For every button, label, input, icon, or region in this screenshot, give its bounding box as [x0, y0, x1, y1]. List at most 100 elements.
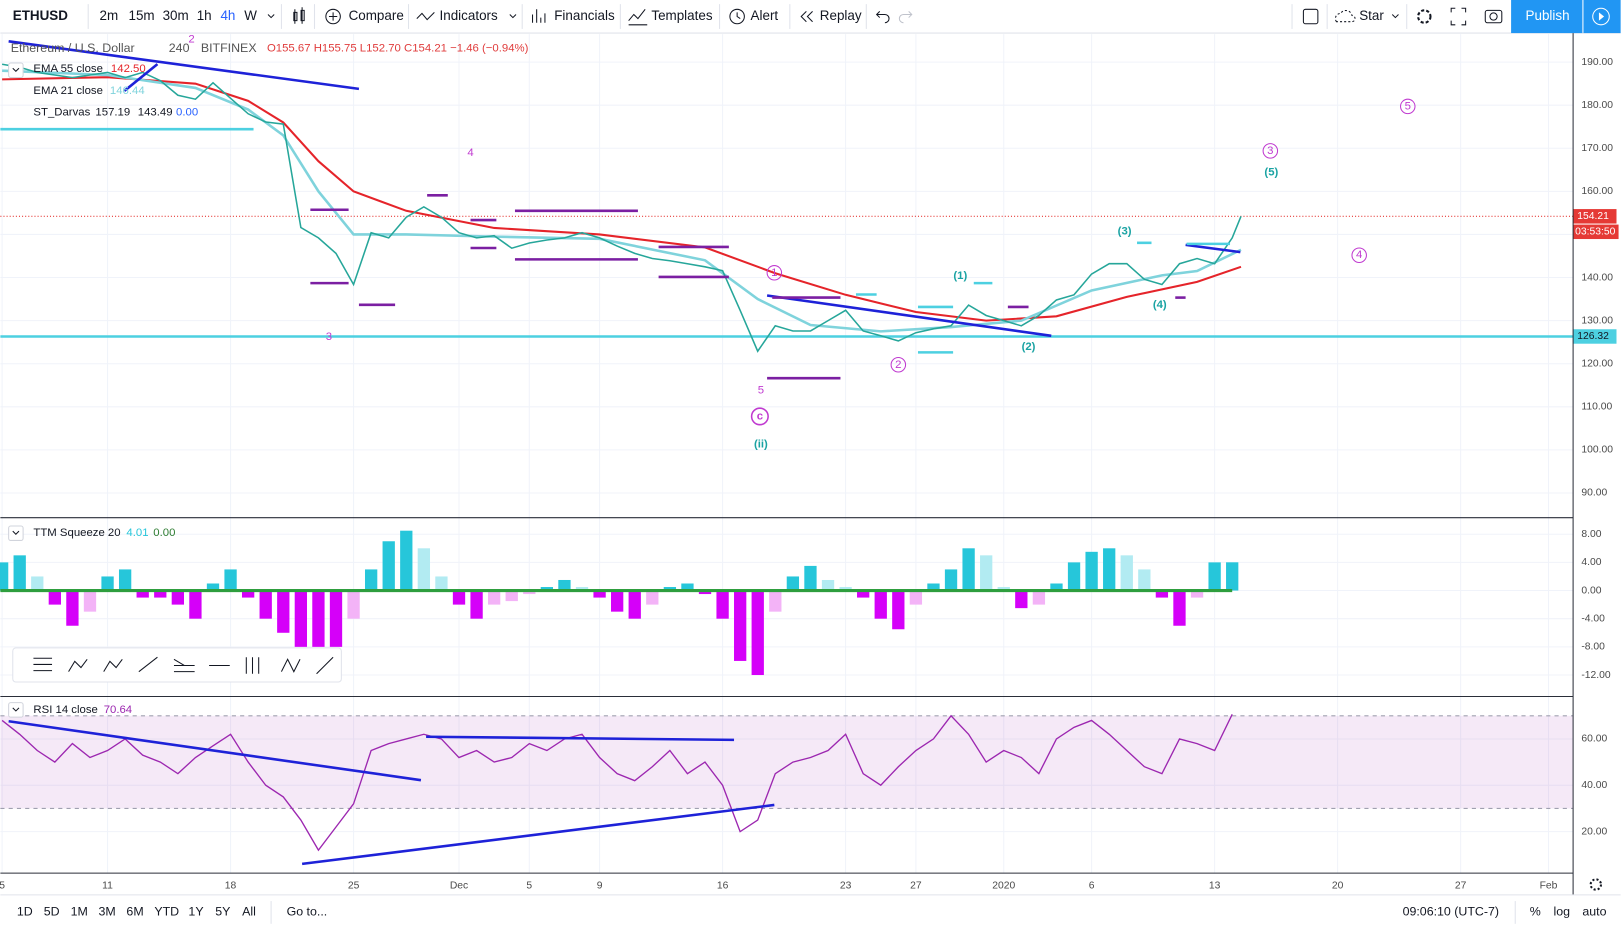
range-button[interactable]: 1M: [71, 905, 88, 919]
chevron[interactable]: [12, 707, 20, 712]
select-icon[interactable]: [1302, 8, 1319, 25]
range-button[interactable]: All: [242, 905, 256, 919]
interval[interactable]: 1h: [197, 8, 212, 23]
squeeze-bar: [31, 576, 44, 591]
trend-line[interactable]: [123, 63, 159, 92]
squeeze-bar: [294, 590, 308, 647]
collapse-button[interactable]: [8, 525, 24, 541]
squeeze-bar: [927, 583, 940, 591]
publish-label[interactable]: Publish: [1526, 8, 1570, 23]
wave-label: c: [757, 410, 763, 422]
range-button[interactable]: 1D: [17, 905, 33, 919]
legend-ohlc: O155.67 H155.75 L152.70 C154.21 −1.46 (−…: [267, 43, 529, 55]
tool-icon[interactable]: [138, 656, 158, 673]
play-icon[interactable]: [1598, 12, 1605, 21]
interval[interactable]: 15m: [129, 8, 155, 23]
squeeze-bar: [1050, 583, 1063, 591]
interval[interactable]: W: [244, 8, 257, 23]
tool-icon[interactable]: [33, 657, 53, 672]
tool-icon[interactable]: [280, 658, 301, 673]
range-button[interactable]: 5Y: [215, 905, 230, 919]
financials-icon[interactable]: [532, 9, 546, 23]
compare-icon[interactable]: [325, 8, 341, 25]
wave-circle: [1351, 247, 1367, 263]
chevron[interactable]: [12, 530, 20, 535]
y-tick-label: -4.00: [1581, 613, 1605, 624]
fullscreen-icon[interactable]: [1450, 7, 1467, 26]
indicators-button[interactable]: Indicators: [440, 8, 498, 23]
squeeze-bar: [1120, 555, 1133, 591]
settings-icon[interactable]: [1417, 9, 1432, 24]
study-name: TTM Squeeze 20: [33, 527, 120, 539]
chevron[interactable]: [509, 14, 517, 19]
chevron[interactable]: [12, 67, 20, 73]
y-tick-label: 100.00: [1581, 445, 1613, 456]
tool-icon[interactable]: [173, 658, 195, 673]
plots: 5111825Dec5916232720206132027Feb90.00100…: [0, 34, 1619, 891]
y-tick-label: 160.00: [1581, 186, 1613, 197]
templates-icon[interactable]: [628, 8, 648, 26]
trend-line[interactable]: [1185, 243, 1241, 254]
percent-toggle[interactable]: %: [1530, 905, 1541, 919]
interval-active[interactable]: 4h: [220, 8, 235, 23]
chart-style-icon[interactable]: [293, 7, 305, 24]
collapse-button[interactable]: [8, 62, 24, 79]
trend-line[interactable]: [766, 294, 1052, 338]
squeeze-bar: [874, 590, 887, 619]
interval[interactable]: 2m: [100, 8, 119, 23]
chevron[interactable]: [1391, 14, 1399, 19]
interval[interactable]: 30m: [163, 8, 189, 23]
alert-button[interactable]: Alert: [751, 8, 779, 23]
replay-icon[interactable]: [800, 11, 813, 23]
goto-button[interactable]: Go to...: [287, 905, 328, 919]
range-button[interactable]: 1Y: [188, 905, 203, 919]
squeeze-bar: [189, 590, 202, 619]
layout-name[interactable]: Star: [1359, 8, 1384, 23]
study-name: EMA 55 close: [33, 63, 102, 75]
y-tick-label: 190.00: [1581, 57, 1613, 68]
squeeze-bar: [171, 590, 184, 605]
alert-icon[interactable]: [729, 8, 745, 25]
squeeze-bar: [523, 590, 536, 595]
symbol[interactable]: ETHUSD: [13, 8, 68, 23]
auto-toggle[interactable]: auto: [1582, 905, 1606, 919]
range-button[interactable]: 3M: [99, 905, 116, 919]
study-value: 142.50: [111, 63, 146, 75]
play-icon[interactable]: [1592, 7, 1610, 26]
indicators-icon[interactable]: [416, 12, 435, 21]
tool-icon[interactable]: [103, 658, 123, 672]
compare-button[interactable]: Compare: [349, 8, 404, 23]
drawing-tools: [33, 656, 334, 675]
squeeze-bar: [980, 555, 993, 591]
range-button[interactable]: YTD: [154, 905, 179, 919]
publish-button[interactable]: [1511, 0, 1583, 34]
replay-button[interactable]: Replay: [820, 8, 862, 23]
undo[interactable]: [875, 11, 890, 24]
financials-button[interactable]: Financials: [554, 8, 615, 23]
snapshot-icon[interactable]: [1484, 9, 1503, 24]
squeeze-bar: [136, 590, 149, 598]
range-button[interactable]: 5D: [44, 905, 60, 919]
templates-button[interactable]: Templates: [651, 8, 712, 23]
x-tick-label: 18: [225, 880, 237, 891]
redo[interactable]: [898, 11, 913, 24]
rsi-trend-line[interactable]: [426, 735, 735, 742]
range-button[interactable]: 6M: [126, 905, 143, 919]
chevron[interactable]: [267, 14, 275, 19]
collapse-button[interactable]: [8, 702, 24, 718]
rsi-trend-line[interactable]: [301, 803, 775, 866]
tool-icon[interactable]: [245, 657, 260, 674]
alert-icon[interactable]: [736, 12, 741, 20]
rsi-trend-line[interactable]: [8, 719, 422, 782]
log-toggle[interactable]: log: [1553, 905, 1570, 919]
axis-settings[interactable]: [1589, 878, 1603, 891]
squeeze-bar: [1015, 590, 1028, 609]
squeeze-bar: [400, 530, 413, 591]
tool-icon[interactable]: [68, 658, 88, 672]
tool-icon[interactable]: [316, 656, 334, 675]
squeeze-bar: [786, 576, 800, 591]
snapshot-icon[interactable]: [1489, 12, 1498, 21]
squeeze-bar: [83, 590, 97, 612]
compare-icon[interactable]: [328, 12, 338, 21]
trend-line[interactable]: [8, 40, 360, 91]
